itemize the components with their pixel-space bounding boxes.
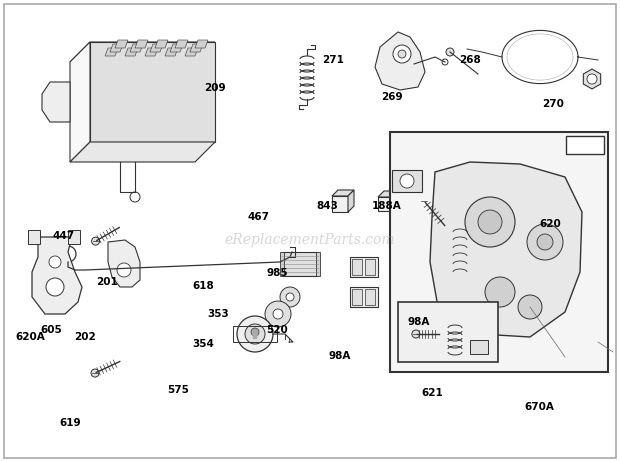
Bar [350, 287, 378, 307]
Circle shape [400, 174, 414, 188]
Circle shape [251, 328, 259, 336]
Polygon shape [252, 332, 258, 339]
Circle shape [587, 74, 597, 84]
Polygon shape [190, 44, 203, 52]
Text: 354: 354 [192, 339, 214, 349]
Text: 621: 621 [422, 388, 443, 398]
Bar [392, 170, 422, 192]
Bar [398, 302, 498, 362]
Text: 843: 843 [316, 201, 338, 211]
Circle shape [420, 197, 428, 206]
Polygon shape [105, 48, 118, 56]
Polygon shape [332, 190, 354, 196]
Text: 202: 202 [74, 332, 96, 342]
Polygon shape [170, 44, 183, 52]
Circle shape [446, 48, 454, 56]
Polygon shape [392, 191, 398, 211]
Bar [280, 252, 284, 276]
Circle shape [91, 369, 99, 377]
Polygon shape [115, 40, 128, 48]
Polygon shape [375, 32, 425, 90]
Text: 270: 270 [542, 99, 564, 109]
Polygon shape [110, 44, 123, 52]
Text: eReplacementParts.com: eReplacementParts.com [224, 233, 396, 247]
Text: 269: 269 [381, 92, 403, 102]
Text: 619: 619 [59, 418, 81, 428]
Bar [470, 340, 488, 354]
Bar [316, 252, 320, 276]
Text: 188A: 188A [372, 201, 402, 211]
Polygon shape [150, 44, 163, 52]
Text: 618: 618 [192, 281, 214, 292]
Text: 670A: 670A [524, 401, 554, 412]
Circle shape [46, 278, 64, 296]
Text: 209: 209 [205, 83, 226, 93]
Text: 98A: 98A [329, 351, 351, 361]
Circle shape [245, 324, 265, 344]
Circle shape [117, 263, 131, 277]
Polygon shape [155, 40, 168, 48]
Polygon shape [70, 42, 90, 162]
Bar [352, 259, 362, 275]
Bar [378, 197, 392, 211]
Text: 268: 268 [459, 55, 481, 65]
Polygon shape [90, 42, 215, 142]
Circle shape [478, 210, 502, 234]
Text: 620A: 620A [16, 332, 45, 342]
Circle shape [527, 224, 563, 260]
Polygon shape [42, 82, 70, 122]
Text: 467: 467 [248, 212, 270, 222]
Circle shape [465, 197, 515, 247]
Circle shape [280, 287, 300, 307]
Circle shape [237, 316, 273, 352]
Polygon shape [70, 42, 215, 62]
Polygon shape [108, 240, 140, 287]
Text: 271: 271 [322, 55, 344, 65]
Bar [332, 196, 348, 212]
Bar [566, 136, 604, 154]
Circle shape [398, 50, 406, 58]
Text: 98A: 98A [408, 317, 430, 327]
Polygon shape [135, 40, 148, 48]
Text: 620: 620 [539, 219, 561, 229]
Polygon shape [165, 48, 178, 56]
Circle shape [286, 293, 294, 301]
Bar [365, 259, 375, 275]
Circle shape [412, 330, 420, 338]
Polygon shape [70, 142, 215, 162]
Bar [352, 289, 362, 305]
Bar [233, 326, 277, 342]
Circle shape [537, 234, 553, 250]
Bar [282, 252, 318, 276]
Text: 353: 353 [208, 309, 229, 319]
Circle shape [265, 301, 291, 327]
Circle shape [49, 256, 61, 268]
Bar [350, 257, 378, 277]
Bar [28, 230, 40, 244]
Text: 447: 447 [53, 231, 75, 241]
Polygon shape [195, 40, 208, 48]
Text: 520: 520 [267, 325, 288, 335]
Circle shape [273, 309, 283, 319]
Polygon shape [145, 48, 158, 56]
Polygon shape [175, 40, 188, 48]
Circle shape [518, 295, 542, 319]
Circle shape [92, 237, 100, 245]
Bar [390, 132, 608, 372]
Polygon shape [185, 48, 198, 56]
Polygon shape [348, 190, 354, 212]
Polygon shape [430, 162, 582, 337]
Polygon shape [130, 44, 143, 52]
Text: 985: 985 [267, 267, 288, 278]
Circle shape [485, 277, 515, 307]
Polygon shape [32, 237, 82, 314]
Polygon shape [378, 191, 398, 197]
Text: 201: 201 [96, 277, 118, 287]
Text: 605: 605 [40, 325, 62, 335]
Bar [365, 289, 375, 305]
Text: 575: 575 [167, 385, 189, 395]
Bar [68, 230, 80, 244]
Circle shape [393, 45, 411, 63]
Polygon shape [125, 48, 138, 56]
